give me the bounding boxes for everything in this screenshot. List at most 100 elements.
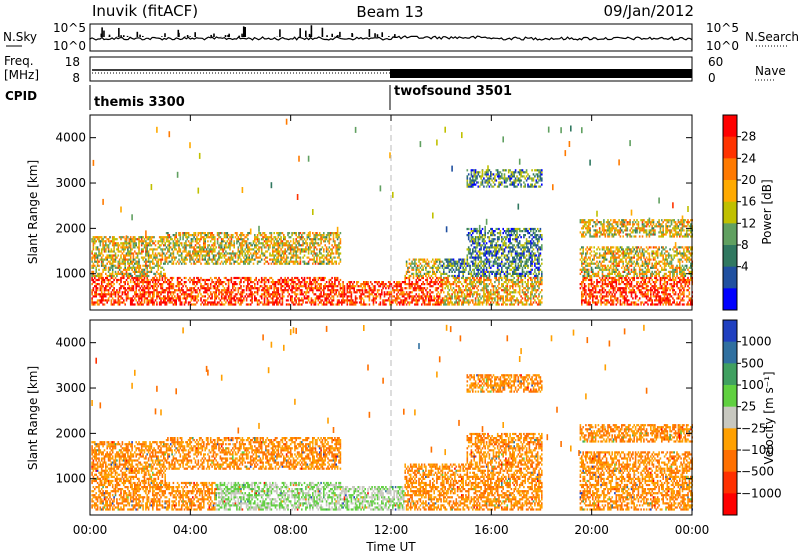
sky-noise-line bbox=[90, 36, 692, 40]
echo-cell bbox=[378, 293, 380, 295]
echo-cell bbox=[487, 236, 489, 238]
echo-cell bbox=[101, 301, 103, 303]
echo-cell bbox=[271, 254, 273, 256]
echo-cell bbox=[97, 259, 99, 261]
echo-cell bbox=[94, 303, 96, 305]
echo-cell bbox=[101, 277, 103, 279]
echo-cell bbox=[295, 240, 297, 242]
echo-cell bbox=[316, 289, 318, 291]
echo-cell bbox=[164, 273, 166, 275]
echo-cell bbox=[97, 289, 99, 291]
echo-cell bbox=[111, 299, 113, 301]
echo-cell bbox=[119, 259, 121, 261]
echo-cell bbox=[105, 289, 107, 291]
echo-cell bbox=[472, 293, 474, 295]
echo-cell bbox=[251, 291, 253, 293]
echo-cell bbox=[158, 263, 160, 265]
echo-cell bbox=[467, 295, 469, 297]
echo-cell bbox=[149, 265, 151, 267]
echo-cell bbox=[173, 246, 175, 248]
echo-cell bbox=[290, 236, 292, 238]
echo-cell bbox=[486, 283, 488, 285]
echo-cell bbox=[282, 297, 284, 299]
echo-cell bbox=[494, 175, 496, 177]
echo-cell bbox=[102, 279, 104, 281]
echo-cell bbox=[203, 291, 205, 293]
echo-cell bbox=[377, 283, 379, 285]
echo-cell bbox=[268, 244, 270, 246]
echo-cell bbox=[112, 254, 114, 256]
echo-cell bbox=[479, 283, 481, 285]
echo-cell bbox=[133, 299, 135, 301]
echo-cell bbox=[269, 287, 271, 289]
echo-cell bbox=[484, 295, 486, 297]
echo-cell bbox=[231, 238, 233, 240]
echo-cell bbox=[105, 287, 107, 289]
echo-cell bbox=[480, 281, 482, 283]
echo-cell bbox=[240, 250, 242, 252]
echo-cell bbox=[494, 293, 496, 295]
echo-cell bbox=[411, 297, 413, 299]
echo-cell bbox=[177, 285, 179, 287]
echo-cell bbox=[458, 287, 460, 289]
echo-cell bbox=[97, 279, 99, 281]
echo-cell bbox=[493, 289, 495, 291]
echo-cell bbox=[224, 232, 226, 234]
echo-cell bbox=[400, 299, 402, 301]
echo-cell bbox=[260, 254, 262, 256]
echo-cell bbox=[471, 281, 473, 283]
echo-cell bbox=[414, 265, 416, 267]
echo-cell bbox=[287, 281, 289, 283]
echo-cell bbox=[153, 283, 155, 285]
echo-cell bbox=[293, 263, 295, 265]
echo-cell bbox=[202, 250, 204, 252]
echo-cell bbox=[473, 246, 475, 248]
echo-cell bbox=[287, 240, 289, 242]
echo-cell bbox=[450, 285, 452, 287]
echo-cell bbox=[242, 232, 244, 234]
echo-cell bbox=[293, 250, 295, 252]
echo-cell bbox=[476, 175, 478, 177]
echo-cell bbox=[458, 289, 460, 291]
echo-cell bbox=[193, 236, 195, 238]
echo-cell bbox=[149, 257, 151, 259]
echo-cell bbox=[439, 267, 441, 269]
echo-cell bbox=[235, 303, 237, 305]
echo-cell bbox=[222, 293, 224, 295]
echo-cell bbox=[225, 236, 227, 238]
echo-cell bbox=[308, 257, 310, 259]
echo-cell bbox=[148, 283, 150, 285]
echo-cell bbox=[323, 279, 325, 281]
echo-cell bbox=[290, 283, 292, 285]
echo-cell bbox=[480, 177, 482, 179]
echo-cell bbox=[295, 234, 297, 236]
echo-cell bbox=[108, 238, 110, 240]
echo-cell bbox=[153, 257, 155, 259]
echo-cell bbox=[489, 271, 491, 273]
echo-cell bbox=[250, 277, 252, 279]
echo-cell bbox=[439, 303, 441, 305]
echo-cell bbox=[144, 261, 146, 263]
echo-cell bbox=[106, 299, 108, 301]
echo-cell bbox=[293, 261, 295, 263]
echo-cell bbox=[395, 301, 397, 303]
echo-cell bbox=[93, 246, 95, 248]
echo-cell bbox=[202, 259, 204, 261]
echo-cell bbox=[407, 267, 409, 269]
echo-cell bbox=[243, 289, 245, 291]
echo-cell bbox=[479, 279, 481, 281]
echo-cell bbox=[173, 291, 175, 293]
echo-cell bbox=[326, 263, 328, 265]
echo-cell bbox=[400, 283, 402, 285]
echo-cell bbox=[149, 238, 151, 240]
echo-cell bbox=[232, 291, 234, 293]
echo-cell bbox=[276, 244, 278, 246]
echo-cell bbox=[169, 131, 171, 137]
echo-cell bbox=[262, 242, 264, 244]
echo-cell bbox=[457, 269, 459, 271]
echo-cell bbox=[261, 293, 263, 295]
echo-cell bbox=[295, 295, 297, 297]
echo-cell bbox=[141, 303, 143, 305]
echo-cell bbox=[119, 273, 121, 275]
echo-cell bbox=[170, 277, 172, 279]
